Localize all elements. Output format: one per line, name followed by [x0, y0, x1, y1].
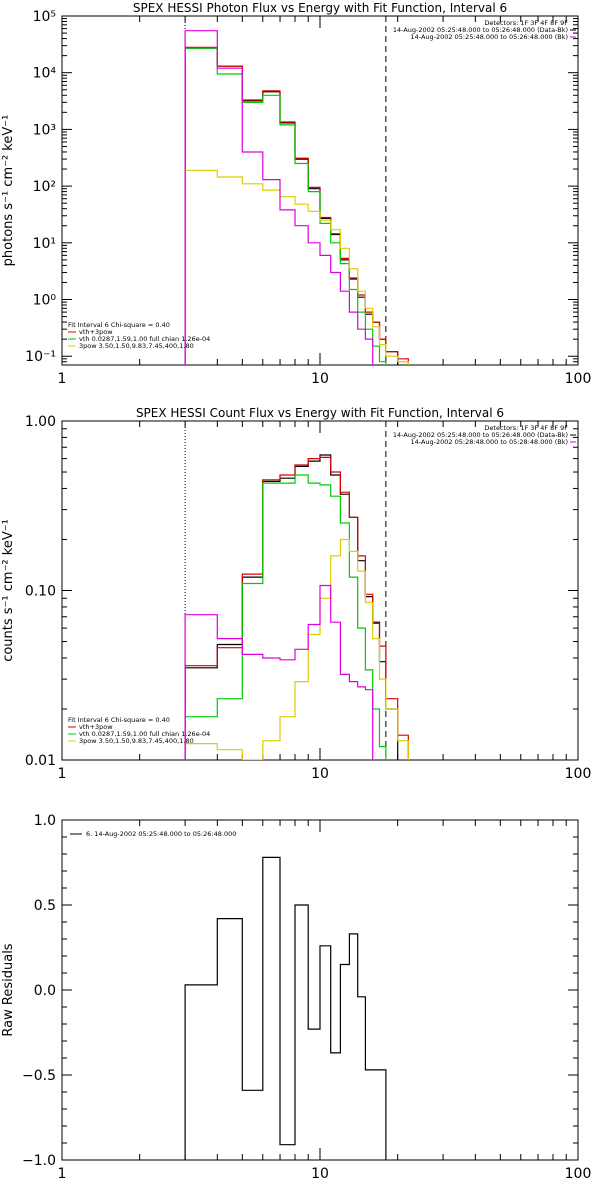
legend-entry: 14-Aug-2002 05:28:48.000 to 05:28:48.000… — [411, 438, 568, 446]
series-2-line — [184, 46, 409, 365]
legend-entry: 14-Aug-2002 05:25:48.000 to 05:26:48.000… — [411, 33, 568, 41]
y-tick-label: 10⁰ — [33, 293, 57, 309]
legend-entry: vth 0.0287,1.59,1.00 full chian 1.26e-04 — [79, 730, 210, 738]
legend-entry: Detectors: 1F 3F 4F 8F 9F — [484, 424, 568, 432]
y-tick-label: 1.00 — [25, 414, 56, 430]
legend-entry: 6. 14-Aug-2002 05:25:48.000 to 05:26:48.… — [86, 830, 236, 838]
y-tick-label: −1.0 — [22, 1153, 56, 1169]
y-tick-label: 1.0 — [34, 813, 56, 829]
y-axis-label: photons s⁻¹ cm⁻² keV⁻¹ — [1, 115, 16, 267]
legend-title: Fit Interval 6 Chi-square = 0.40 — [68, 716, 170, 724]
legend-entry: Detectors: 1F 3F 4F 8F 9F — [484, 19, 568, 27]
x-tick-label: 1 — [58, 1166, 67, 1182]
x-tick-label: 1 — [58, 371, 67, 387]
series-3-line — [184, 47, 387, 365]
x-tick-label: 10 — [311, 371, 329, 387]
y-tick-label: 10¹ — [33, 236, 56, 252]
y-tick-label: 0.5 — [34, 898, 56, 914]
legend-title: Fit Interval 6 Chi-square = 0.40 — [68, 321, 170, 329]
series-3-line — [184, 474, 387, 760]
series-group — [184, 454, 409, 760]
y-tick-label: 0.10 — [25, 584, 56, 600]
y-tick-label: −0.5 — [22, 1068, 56, 1084]
x-tick-label: 10 — [311, 1166, 329, 1182]
series-group — [184, 856, 387, 1160]
chart-panel-2: SPEX HESSI Count Flux vs Energy with Fit… — [1, 406, 591, 782]
chart-panel-3: Raw Residuals 1 10 100 −1.0 −0.5 0.0 0.5 1.0 6. 1… — [1, 813, 591, 1182]
series-group — [184, 30, 409, 365]
y-axis-label: counts s⁻¹ cm⁻² keV⁻¹ — [1, 519, 16, 662]
legend-entry: vth+3pow — [79, 723, 113, 731]
y-tick-label: 10³ — [33, 122, 56, 138]
x-tick-label: 100 — [565, 766, 592, 782]
y-tick-label: 0.0 — [34, 983, 56, 999]
chart-panel-1: SPEX HESSI Photon Flux vs Energy with Fi… — [1, 1, 591, 387]
series-4-line — [184, 169, 409, 365]
y-axis-label: Raw Residuals — [1, 943, 16, 1036]
x-tick-label: 10 — [311, 766, 329, 782]
y-tick-label: 10² — [33, 179, 56, 195]
x-tick-label: 1 — [58, 766, 67, 782]
legend-entry: 3pow 3.50,1.50,9.83,7.45,400,1.80 — [79, 737, 194, 745]
series-5-line — [184, 584, 374, 760]
series-1-line — [184, 856, 387, 1160]
legend-entry: vth 0.0287,1.59,1.00 full chian 1.26e-04 — [79, 335, 210, 343]
series-4-line — [184, 538, 409, 760]
y-tick-label: 0.01 — [25, 753, 56, 769]
x-tick-label: 100 — [565, 1166, 592, 1182]
series-5-line — [184, 30, 374, 365]
x-tick-label: 100 — [565, 371, 592, 387]
y-tick-label: 10⁵ — [33, 9, 56, 25]
legend-entry: 14-Aug-2002 05:25:48.000 to 05:26:48.000… — [393, 26, 568, 34]
chart-title: SPEX HESSI Photon Flux vs Energy with Fi… — [133, 1, 507, 15]
legend-entry: vth+3pow — [79, 328, 113, 336]
series-2-line — [184, 456, 409, 760]
y-tick-label: 10⁴ — [33, 66, 57, 82]
y-tick-label: 10⁻¹ — [25, 349, 56, 365]
legend-entry: 3pow 3.50,1.50,9.83,7.45,400,1.80 — [79, 342, 194, 350]
legend-entry: 14-Aug-2002 05:25:48.000 to 05:26:48.000… — [393, 431, 568, 439]
chart-title: SPEX HESSI Count Flux vs Energy with Fit… — [136, 406, 504, 420]
